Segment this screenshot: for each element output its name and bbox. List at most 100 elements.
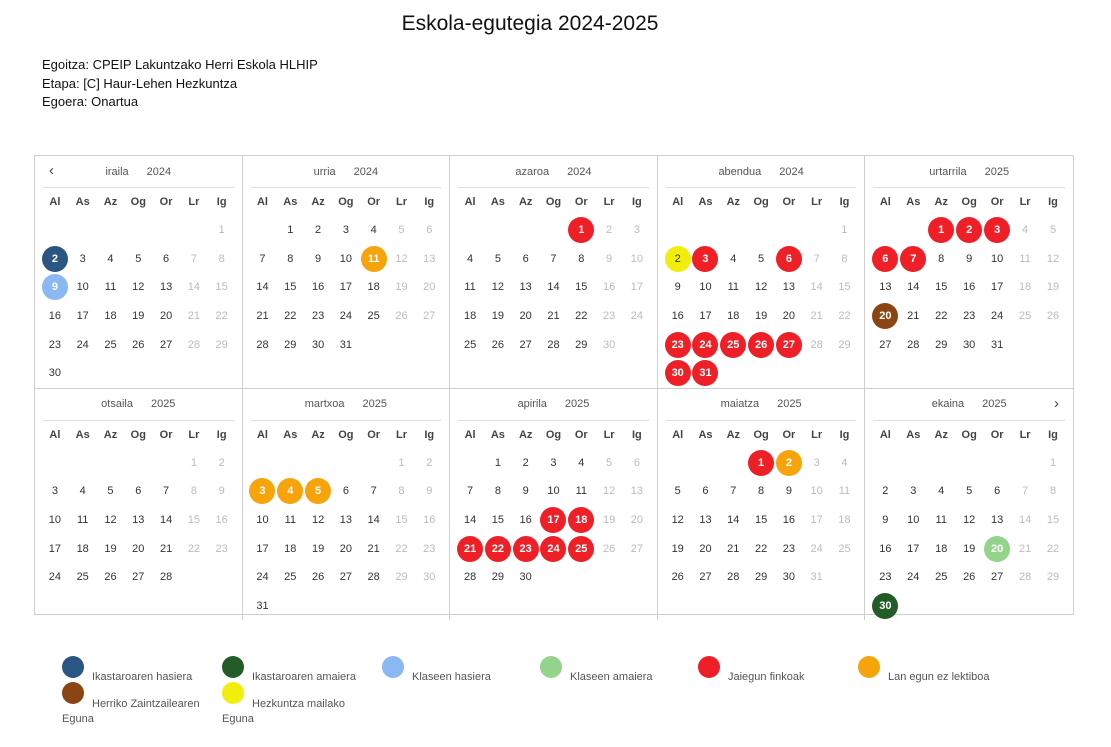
day-cell[interactable]: 1 <box>180 450 208 476</box>
day-cell[interactable]: 4 <box>276 478 304 505</box>
day-cell[interactable]: 5 <box>484 246 512 272</box>
day-cell[interactable]: 2 <box>512 450 540 476</box>
day-cell[interactable]: 12 <box>388 246 416 272</box>
day-cell[interactable]: 3 <box>803 450 831 476</box>
day-cell[interactable]: 10 <box>983 246 1011 272</box>
day-cell[interactable]: 22 <box>831 303 859 329</box>
day-cell[interactable]: 5 <box>747 246 775 272</box>
day-cell[interactable]: 9 <box>664 274 692 300</box>
day-cell[interactable]: 7 <box>540 246 568 272</box>
day-cell[interactable]: 15 <box>567 274 595 300</box>
day-cell[interactable]: 30 <box>871 592 899 619</box>
day-cell[interactable]: 18 <box>927 536 955 562</box>
day-cell[interactable]: 9 <box>208 478 236 504</box>
day-cell[interactable]: 10 <box>41 507 69 533</box>
day-cell[interactable]: 9 <box>775 478 803 504</box>
day-cell[interactable]: 21 <box>719 536 747 562</box>
day-cell[interactable]: 8 <box>831 246 859 272</box>
day-cell[interactable]: 10 <box>899 507 927 533</box>
day-cell[interactable]: 21 <box>152 536 180 562</box>
day-cell[interactable]: 29 <box>927 332 955 358</box>
day-cell[interactable]: 28 <box>899 332 927 358</box>
day-cell[interactable]: 26 <box>388 303 416 329</box>
day-cell[interactable]: 22 <box>180 536 208 562</box>
day-cell[interactable]: 6 <box>775 245 803 272</box>
day-cell[interactable]: 23 <box>512 535 540 562</box>
day-cell[interactable]: 21 <box>360 536 388 562</box>
day-cell[interactable]: 1 <box>276 217 304 243</box>
day-cell[interactable]: 24 <box>249 564 277 590</box>
day-cell[interactable]: 25 <box>831 536 859 562</box>
day-cell[interactable]: 7 <box>456 478 484 504</box>
day-cell[interactable]: 14 <box>899 274 927 300</box>
day-cell[interactable]: 31 <box>983 332 1011 358</box>
day-cell[interactable]: 7 <box>1011 478 1039 504</box>
day-cell[interactable]: 7 <box>899 245 927 272</box>
day-cell[interactable]: 20 <box>512 303 540 329</box>
day-cell[interactable]: 30 <box>955 332 983 358</box>
day-cell[interactable]: 30 <box>512 564 540 590</box>
day-cell[interactable]: 11 <box>456 274 484 300</box>
day-cell[interactable]: 26 <box>595 536 623 562</box>
day-cell[interactable]: 16 <box>595 274 623 300</box>
day-cell[interactable]: 13 <box>332 507 360 533</box>
day-cell[interactable]: 27 <box>332 564 360 590</box>
day-cell[interactable]: 8 <box>276 246 304 272</box>
day-cell[interactable]: 22 <box>388 536 416 562</box>
day-cell[interactable]: 20 <box>124 536 152 562</box>
day-cell[interactable]: 22 <box>1039 536 1067 562</box>
day-cell[interactable]: 11 <box>719 274 747 300</box>
day-cell[interactable]: 27 <box>124 564 152 590</box>
day-cell[interactable]: 23 <box>775 536 803 562</box>
day-cell[interactable]: 13 <box>692 507 720 533</box>
day-cell[interactable]: 13 <box>512 274 540 300</box>
day-cell[interactable]: 7 <box>152 478 180 504</box>
day-cell[interactable]: 18 <box>719 303 747 329</box>
day-cell[interactable]: 28 <box>152 564 180 590</box>
day-cell[interactable]: 28 <box>249 332 277 358</box>
day-cell[interactable]: 29 <box>276 332 304 358</box>
day-cell[interactable]: 22 <box>567 303 595 329</box>
day-cell[interactable]: 16 <box>775 507 803 533</box>
day-cell[interactable]: 19 <box>664 536 692 562</box>
day-cell[interactable]: 26 <box>124 332 152 358</box>
day-cell[interactable]: 17 <box>540 507 568 534</box>
day-cell[interactable]: 23 <box>208 536 236 562</box>
day-cell[interactable]: 9 <box>871 507 899 533</box>
day-cell[interactable]: 15 <box>831 274 859 300</box>
day-cell[interactable]: 6 <box>692 478 720 504</box>
day-cell[interactable]: 26 <box>747 331 775 358</box>
day-cell[interactable]: 9 <box>512 478 540 504</box>
day-cell[interactable]: 17 <box>332 274 360 300</box>
day-cell[interactable]: 14 <box>540 274 568 300</box>
day-cell[interactable]: 28 <box>180 332 208 358</box>
day-cell[interactable]: 30 <box>775 564 803 590</box>
day-cell[interactable]: 9 <box>41 274 69 301</box>
day-cell[interactable]: 12 <box>1039 246 1067 272</box>
day-cell[interactable]: 12 <box>484 274 512 300</box>
day-cell[interactable]: 9 <box>595 246 623 272</box>
day-cell[interactable]: 5 <box>955 478 983 504</box>
day-cell[interactable]: 3 <box>623 217 651 243</box>
day-cell[interactable]: 25 <box>719 331 747 358</box>
day-cell[interactable]: 4 <box>456 246 484 272</box>
day-cell[interactable]: 2 <box>208 450 236 476</box>
day-cell[interactable]: 18 <box>456 303 484 329</box>
day-cell[interactable]: 10 <box>540 478 568 504</box>
day-cell[interactable]: 18 <box>97 303 125 329</box>
day-cell[interactable]: 14 <box>456 507 484 533</box>
day-cell[interactable]: 1 <box>747 449 775 476</box>
day-cell[interactable]: 25 <box>1011 303 1039 329</box>
day-cell[interactable]: 13 <box>415 246 443 272</box>
day-cell[interactable]: 24 <box>332 303 360 329</box>
day-cell[interactable]: 4 <box>1011 217 1039 243</box>
day-cell[interactable]: 17 <box>249 536 277 562</box>
day-cell[interactable]: 16 <box>41 303 69 329</box>
day-cell[interactable]: 2 <box>595 217 623 243</box>
day-cell[interactable]: 24 <box>899 564 927 590</box>
day-cell[interactable]: 14 <box>719 507 747 533</box>
day-cell[interactable]: 19 <box>97 536 125 562</box>
day-cell[interactable]: 24 <box>803 536 831 562</box>
day-cell[interactable]: 12 <box>595 478 623 504</box>
chevron-left-icon[interactable]: ‹ <box>49 162 54 179</box>
